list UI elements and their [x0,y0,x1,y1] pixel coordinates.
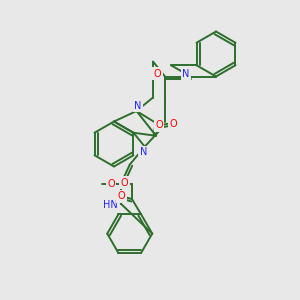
Text: O: O [121,178,128,188]
Text: O: O [107,179,115,189]
Text: O: O [155,120,163,130]
Text: N: N [140,147,147,157]
Text: N: N [134,100,142,111]
Text: N: N [182,68,190,79]
Text: O: O [169,119,177,129]
Text: O: O [154,68,161,79]
Text: O: O [118,191,125,201]
Text: HN: HN [103,200,118,210]
